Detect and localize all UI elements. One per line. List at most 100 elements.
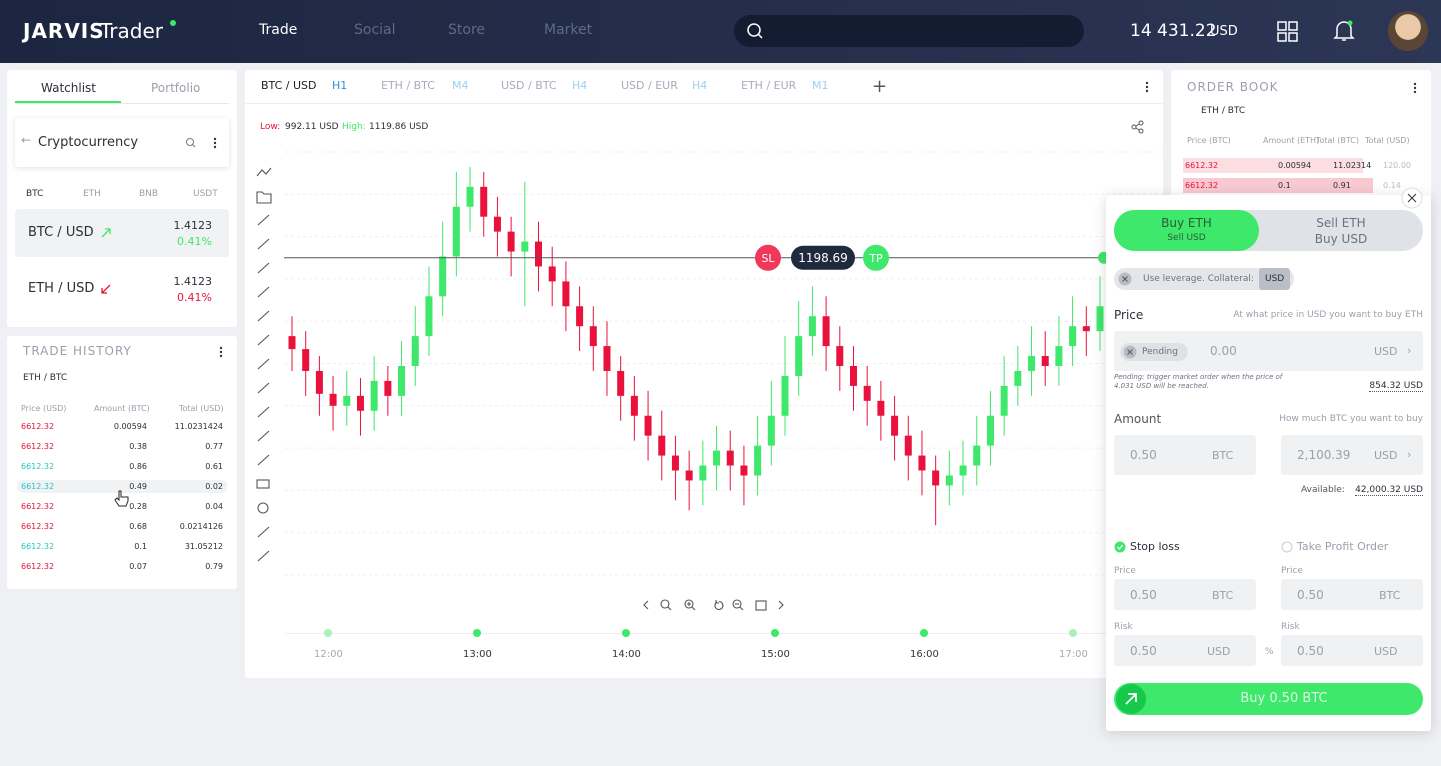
tool-icon[interactable]	[257, 454, 270, 466]
search-card[interactable]: ← Cryptocurrency	[15, 118, 229, 167]
sl-price-input[interactable]	[1114, 579, 1256, 610]
filter[interactable]: ETH	[83, 189, 101, 199]
tool-icon[interactable]	[257, 526, 270, 538]
bell-icon[interactable]	[1333, 19, 1355, 43]
tool-icon[interactable]	[256, 191, 272, 204]
menu-icon[interactable]	[219, 346, 223, 358]
chip-x[interactable]	[1123, 345, 1137, 359]
stop-loss-check[interactable]	[1114, 541, 1126, 553]
arrow	[101, 228, 111, 238]
chart-tab[interactable]: USD / BTC	[501, 79, 557, 92]
time-label: 16:00	[910, 649, 939, 660]
candle-body	[726, 450, 734, 466]
cell-price: 6612.32	[21, 542, 55, 551]
menu-icon[interactable]	[1145, 81, 1149, 93]
candle-body	[384, 380, 392, 396]
chart-tab[interactable]: USD / EUR	[621, 79, 678, 92]
candle-body	[973, 445, 981, 466]
pair[interactable]: ETH / BTC	[1201, 106, 1246, 116]
pair[interactable]: ETH / BTC	[23, 373, 68, 383]
tp-badge[interactable]	[863, 244, 889, 271]
add-tab[interactable]: +	[872, 76, 888, 97]
logo-sub: Trader	[100, 19, 163, 43]
collateral[interactable]: USD	[1259, 268, 1291, 290]
tab[interactable]: Watchlist	[41, 81, 96, 95]
high-label: High:	[342, 122, 366, 132]
cell-amount: 0.49	[129, 482, 147, 491]
share-icon[interactable]	[1131, 120, 1145, 134]
menu-icon[interactable]	[213, 137, 217, 149]
amount2-input[interactable]	[1281, 435, 1423, 475]
apps-icon[interactable]	[1277, 21, 1299, 43]
close-button[interactable]	[1401, 187, 1425, 211]
drawing-toolbar	[256, 167, 272, 562]
timeframe: H1	[332, 79, 348, 92]
tool-icon[interactable]	[257, 430, 270, 442]
watchlist-item[interactable]	[15, 209, 229, 257]
filter[interactable]: BNB	[139, 189, 159, 199]
cell-total: 0.04	[205, 502, 223, 511]
cell-price: 6612.32	[21, 562, 55, 571]
tool-icon[interactable]	[257, 382, 270, 394]
logo-dot	[170, 20, 176, 26]
nav-item[interactable]: Market	[544, 22, 593, 38]
candle-body	[1096, 306, 1104, 332]
tp-price-input[interactable]	[1281, 579, 1423, 610]
candle-body	[466, 186, 474, 207]
tool-icon[interactable]	[256, 479, 270, 489]
take-profit-check[interactable]	[1281, 541, 1293, 553]
amount-input[interactable]	[1114, 435, 1256, 475]
tool-icon[interactable]	[257, 310, 270, 322]
time-dot	[622, 629, 630, 637]
trend-arrow	[101, 228, 111, 238]
chart-tab[interactable]: ETH / BTC	[381, 79, 435, 92]
search-box[interactable]	[734, 15, 1084, 47]
nav-item[interactable]: Social	[354, 22, 396, 38]
tool-icon[interactable]	[257, 334, 270, 346]
candle-body	[918, 455, 926, 471]
price-currency: USD	[1374, 345, 1398, 358]
sell-sub: Buy USD	[1314, 232, 1368, 246]
filter[interactable]: BTC	[26, 189, 44, 199]
nav-item[interactable]: Store	[448, 22, 486, 38]
leverage-chip[interactable]	[1114, 268, 1294, 290]
avatar[interactable]	[1388, 11, 1428, 51]
candle-body	[644, 415, 652, 436]
chip-x[interactable]	[1118, 272, 1132, 286]
filter[interactable]: USDT	[193, 189, 218, 199]
chart-tab[interactable]: BTC / USD	[261, 79, 317, 92]
menu-icon[interactable]	[1413, 82, 1417, 94]
candle-body	[507, 231, 515, 252]
panel-title: TRADE HISTORY	[23, 344, 132, 358]
tp-risk-input[interactable]	[1281, 635, 1423, 666]
tool-icon[interactable]	[257, 238, 270, 250]
buy-icon	[1116, 684, 1146, 714]
watchlist-item[interactable]	[15, 265, 229, 313]
tool-icon[interactable]	[257, 262, 270, 274]
chart-tab[interactable]: ETH / EUR	[741, 79, 797, 92]
pending-chip[interactable]: Pending	[1120, 343, 1188, 361]
chart-panel: BTC / USD H1 ETH / BTC M4 USD / BTC H4 USD / E…	[245, 70, 1163, 678]
low-value: 992.11 USD	[285, 122, 339, 132]
time-dot	[920, 629, 928, 637]
tool-icon[interactable]	[257, 286, 270, 298]
candle-body	[932, 470, 940, 486]
sl-badge[interactable]	[755, 244, 781, 271]
tool-icon[interactable]	[257, 550, 270, 562]
nav-item[interactable]: Trade	[259, 22, 298, 38]
tool-icon[interactable]	[257, 214, 270, 226]
candle-body	[754, 445, 762, 476]
cursor	[114, 490, 129, 507]
sell-label[interactable]: Sell ETH	[1316, 216, 1366, 230]
tool-icon[interactable]	[256, 167, 272, 177]
price-line-label: 1198.69	[798, 251, 848, 265]
tool-icon[interactable]	[257, 406, 270, 418]
tab[interactable]: Portfolio	[151, 81, 201, 95]
tool-icon[interactable]	[257, 358, 270, 370]
sl-risk-input[interactable]	[1114, 635, 1256, 666]
tool-icon[interactable]	[257, 502, 269, 514]
buy-button[interactable]	[1114, 683, 1423, 715]
chart-controls	[643, 599, 784, 611]
divider	[15, 103, 229, 104]
buy-toggle[interactable]	[1114, 210, 1259, 251]
